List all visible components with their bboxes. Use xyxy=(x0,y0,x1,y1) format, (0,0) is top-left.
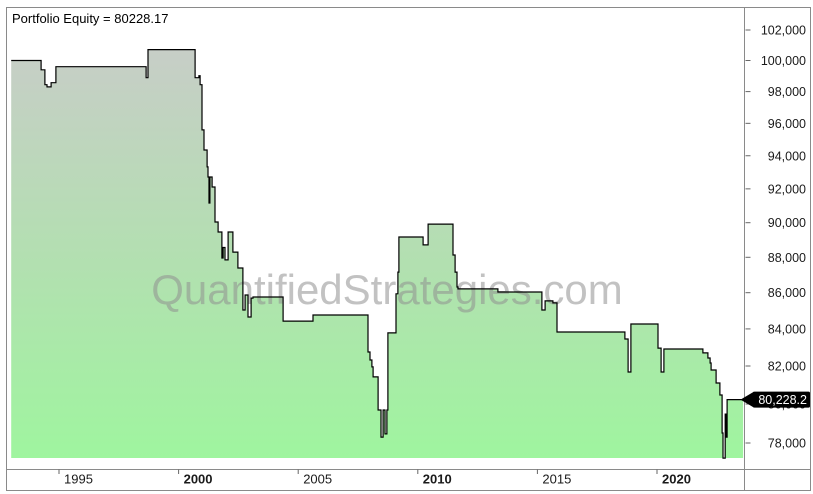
current-value-badge-arrow xyxy=(740,391,754,408)
y-axis-label: 90,000 xyxy=(768,216,806,230)
y-axis-label: 94,000 xyxy=(768,149,806,163)
y-axis-label: 84,000 xyxy=(768,322,806,336)
watermark-text: QuantifiedStrategies.com xyxy=(151,266,623,313)
axes-layer: 102,000 100,000 98,000 96,000 94,000 92,000 90… xyxy=(6,7,811,491)
x-axis-label: 2015 xyxy=(542,472,571,487)
portfolio-equity-label: Portfolio Equity = 80228.17 xyxy=(12,11,169,26)
x-axis-label: 2005 xyxy=(303,472,332,487)
y-axis-label: 98,000 xyxy=(768,85,806,99)
equity-curve-line xyxy=(11,49,744,459)
y-axis-label: 96,000 xyxy=(768,117,806,131)
current-value-badge xyxy=(753,391,810,408)
chart-frame xyxy=(6,7,811,491)
x-axis-label: 2020 xyxy=(662,472,691,487)
y-axis-label: 92,000 xyxy=(768,182,806,196)
y-axis-label: 100,000 xyxy=(761,54,806,68)
y-axis-label: 78,000 xyxy=(768,437,806,451)
x-axis-label: 2010 xyxy=(423,472,452,487)
y-axis-label: 86,000 xyxy=(768,286,806,300)
equity-area-fill xyxy=(11,49,744,459)
y-axis-label: 102,000 xyxy=(761,24,806,38)
x-axis-label: 1995 xyxy=(64,472,93,487)
y-axis-label: 88,000 xyxy=(768,251,806,265)
y-axis-label: 82,000 xyxy=(768,360,806,374)
current-value-badge-label: 80,228.2 xyxy=(758,393,807,407)
x-axis-label: 2000 xyxy=(184,472,213,487)
